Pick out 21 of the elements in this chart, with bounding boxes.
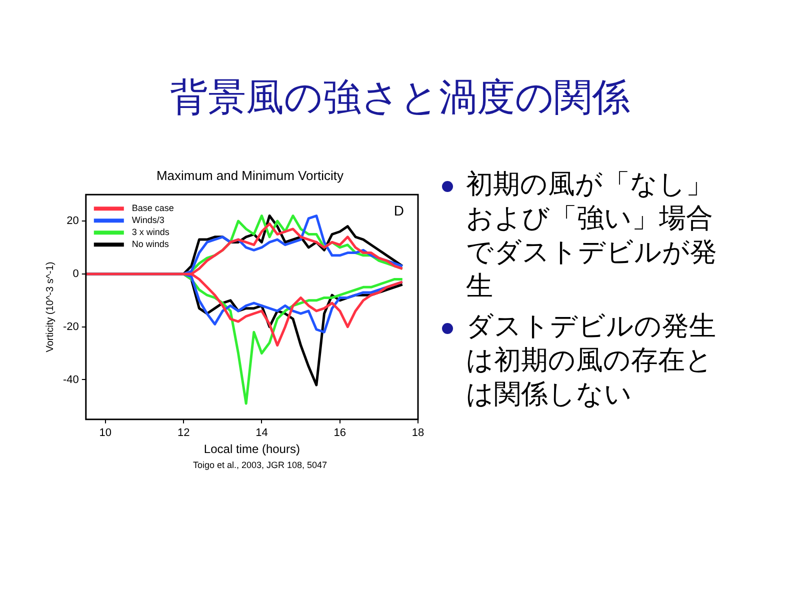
- chart-title: 背景風の強さと渦度の関係: [169, 74, 631, 121]
- y-tick-label: -40: [62, 374, 79, 386]
- y-axis-title: Vorticity (10^-3 s^-1): [44, 262, 56, 352]
- legend-label: 3 x winds: [132, 227, 170, 238]
- legend-label: Winds/3: [132, 215, 164, 226]
- y-tick-label: 20: [66, 215, 79, 228]
- x-axis-title: Local time (hours): [204, 442, 300, 456]
- x-tick-label: 16: [334, 427, 346, 440]
- text: ダストデビルの発生は初期の風の存在とは関係しない: [465, 310, 717, 412]
- chart-subtitle: Maximum and Minimum Vorticity: [155, 168, 345, 183]
- y-tick-label: -20: [62, 320, 79, 333]
- annotation: D: [394, 202, 404, 218]
- x-tick-label: 18: [412, 427, 424, 440]
- x-tick-label: 12: [177, 427, 190, 440]
- legend-label: Base case: [132, 203, 174, 214]
- text: 初期の風が「なし」および「強い」場合でダストデビルが発生: [465, 168, 718, 304]
- legend-label: No winds: [132, 239, 170, 250]
- x-tick-label: 10: [99, 427, 112, 440]
- x-tick-label: 14: [256, 427, 268, 440]
- y-tick-label: 0: [72, 268, 79, 280]
- text: Toigo et al., 2003, JGR 108, 5047: [192, 460, 328, 470]
